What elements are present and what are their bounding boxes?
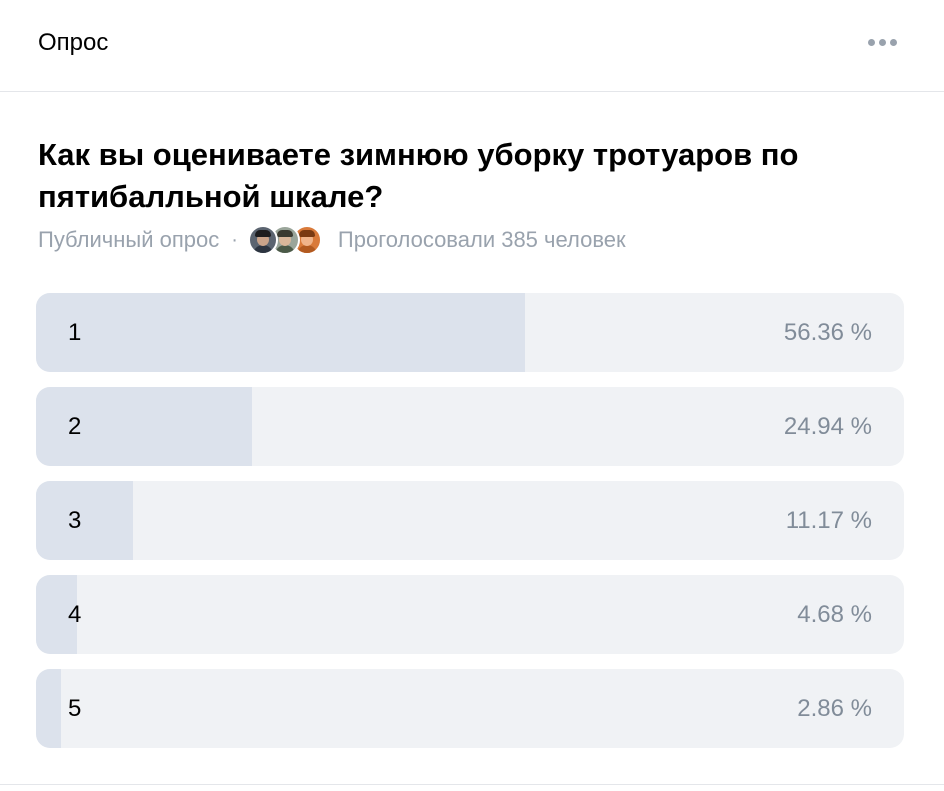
user-avatar-icon [291, 225, 322, 255]
poll-option-fill [36, 575, 77, 654]
poll-type-label: Публичный опрос [38, 227, 220, 252]
poll-option-label: 2 [68, 413, 82, 440]
user-avatar-icon [247, 225, 278, 255]
poll-option-label: 5 [68, 695, 82, 722]
poll-option-fill [36, 387, 253, 466]
voter-avatars[interactable] [247, 225, 322, 255]
poll-options: 1 56.36 % 2 24.94 % 3 11.17 % 4 4.68 % 5 2.86 % [36, 293, 904, 763]
poll-option-percent: 2.86 % [797, 695, 872, 722]
poll-option-1[interactable]: 1 56.36 % [36, 293, 904, 372]
poll-option-percent: 56.36 % [783, 319, 872, 346]
poll-option-5[interactable]: 5 2.86 % [36, 669, 904, 748]
more-options-button[interactable] [860, 30, 904, 54]
poll-option-fill [36, 669, 61, 748]
poll-option-fill [36, 293, 526, 372]
votes-count[interactable]: Проголосовали 385 человек [337, 227, 626, 252]
poll-option-label: 3 [68, 507, 82, 534]
poll-option-3[interactable]: 3 11.17 % [36, 481, 904, 560]
user-avatar-icon [269, 225, 300, 255]
poll-option-2[interactable]: 2 24.94 % [36, 387, 904, 466]
divider [0, 784, 944, 785]
poll-option-label: 4 [68, 601, 82, 628]
poll-option-4[interactable]: 4 4.68 % [36, 575, 904, 654]
poll-option-fill [36, 481, 133, 560]
more-horizontal-icon [867, 38, 897, 46]
poll-option-label: 1 [68, 319, 82, 346]
header-title: Опрос [38, 29, 109, 56]
poll-question: Как вы оцениваете зимнюю уборку тротуаро… [38, 137, 799, 214]
meta-separator: · [231, 228, 238, 251]
poll-option-percent: 24.94 % [783, 413, 872, 440]
poll-header: Опрос [0, 0, 944, 92]
poll-meta: Публичный опрос · Проголосовали 385 чело… [38, 224, 626, 256]
poll-option-percent: 11.17 % [785, 507, 872, 534]
poll-option-percent: 4.68 % [797, 601, 872, 628]
